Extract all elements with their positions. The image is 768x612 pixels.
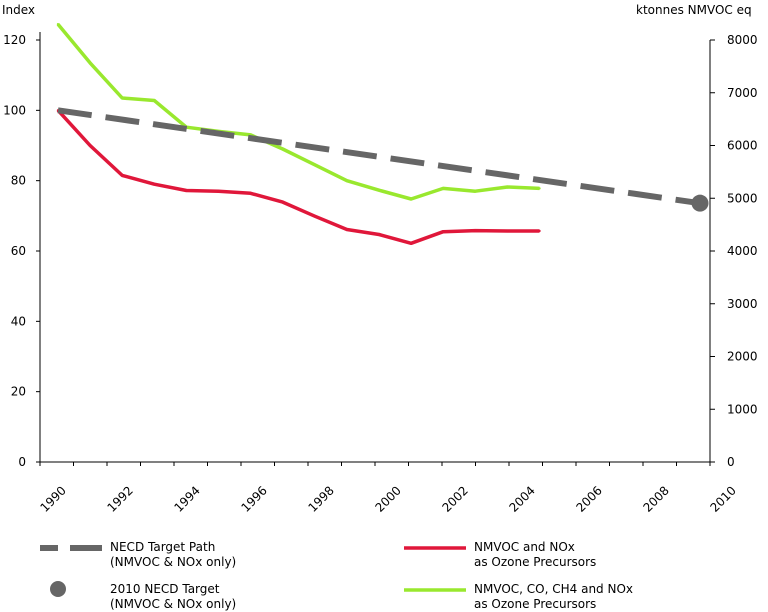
data-point-0 [506,185,509,189]
data-point-1 [281,200,284,204]
data-point-1 [506,229,509,233]
data-point-1 [538,229,541,233]
right-y-tick-label: 1000 [727,402,758,416]
x-tick-label: 2002 [439,483,470,514]
left-y-tick-label: 80 [11,174,26,188]
legend-swatch-dot [50,581,66,597]
legend-label: 2010 NECD Target (NMVOC & NOx only) [110,582,237,611]
data-point-1 [88,144,92,147]
data-point-1 [442,230,445,233]
right-y-tick-label: 5000 [727,191,758,205]
right-axis-title: ktonnes NMVOC eq [636,3,752,17]
data-point-1 [409,242,413,245]
data-point-1 [153,182,156,186]
data-point-0 [345,179,349,182]
data-point-0 [153,99,156,102]
x-tick-label: 1992 [104,483,135,514]
data-point-0 [474,190,477,193]
x-tick-label: 2006 [573,483,604,514]
left-y-tick-label: 0 [18,455,26,469]
x-tick-label: 2010 [707,483,738,514]
x-tick-label: 1996 [238,483,269,514]
data-point-0 [88,61,92,65]
series-line-0 [56,23,540,201]
data-point-0 [121,96,124,100]
right-y-tick-label: 0 [727,455,735,469]
right-y-tick-label: 6000 [727,139,758,153]
data-point-1 [474,229,477,232]
x-tick-label: 1994 [171,483,202,514]
left-y-tick-label: 120 [3,33,26,47]
left-y-tick-label: 100 [3,103,26,117]
legend-swatch-red [404,546,466,550]
data-point-0 [538,187,541,190]
right-y-tick-label: 2000 [727,350,758,364]
data-point-1 [345,228,349,231]
data-point-1 [249,192,252,195]
data-point-1 [377,233,381,236]
left-y-tick-label: 40 [11,314,26,328]
data-point-1 [313,214,316,218]
data-point-0 [442,187,445,190]
legend-label: NMVOC, CO, CH4 and NOx as Ozone Precurso… [474,582,633,611]
legend-label: NECD Target Path (NMVOC & NOx only) [110,540,237,569]
target-point-2010 [691,194,709,212]
data-point-1 [185,189,188,192]
right-y-tick-label: 4000 [727,244,758,258]
data-point-1 [121,174,124,177]
right-y-tick-label: 7000 [727,86,758,100]
data-point-0 [56,22,60,26]
left-y-tick-label: 20 [11,385,26,399]
x-tick-label: 1998 [305,483,336,514]
right-y-tick-label: 8000 [727,33,758,47]
series-line-1 [56,109,540,246]
left-axis-title: Index [2,3,36,17]
x-tick-label: 2008 [640,483,671,514]
legend-swatch-dashed [40,545,102,551]
data-point-0 [313,163,316,167]
x-tick-label: 2000 [372,483,403,514]
legend-swatch-green [404,588,466,592]
data-point-1 [217,190,220,193]
data-point-0 [409,197,413,201]
x-tick-label: 1990 [37,483,68,514]
data-point-0 [377,188,381,192]
data-point-0 [281,147,284,151]
x-tick-label: 2004 [506,483,537,514]
legend-label: NMVOC and NOx as Ozone Precursors [474,540,597,569]
series-line-2 [57,107,701,207]
left-y-tick-label: 60 [11,244,26,258]
right-y-tick-label: 3000 [727,297,758,311]
